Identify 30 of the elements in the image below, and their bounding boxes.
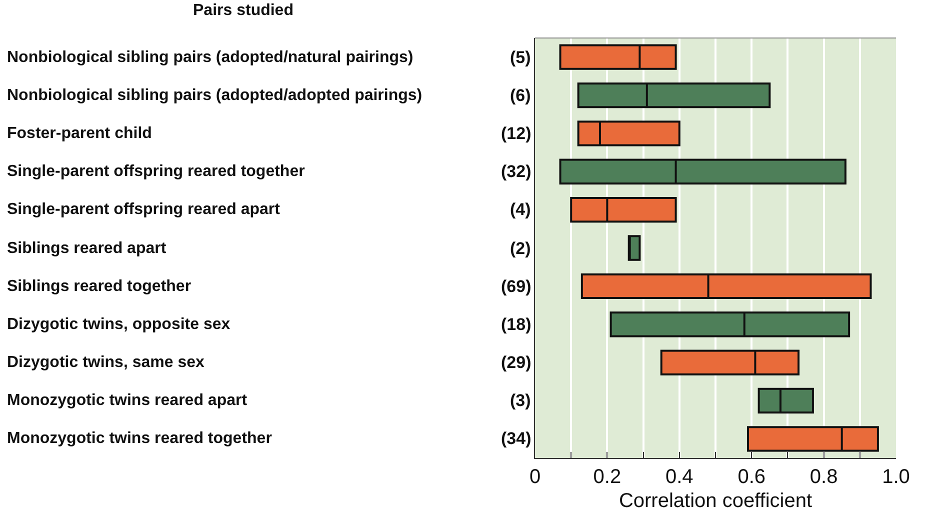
y-tick-label: Dizygotic twins, opposite sex	[7, 316, 230, 333]
y-tick-label: Dizygotic twins, same sex	[7, 354, 205, 371]
text: (2)	[510, 239, 531, 258]
y-tick-label: Siblings reared together	[7, 278, 192, 295]
text: (32)	[501, 162, 532, 181]
x-tick-label: 0.6	[738, 466, 766, 488]
x-tick-label: 0.4	[665, 466, 694, 488]
text: (5)	[510, 48, 531, 67]
text: (29)	[501, 353, 532, 372]
text: (12)	[501, 124, 532, 143]
text: (69)	[501, 277, 532, 296]
x-tick-label: 0.8	[810, 466, 838, 488]
text: (6)	[510, 86, 531, 105]
y-tick-label: Foster-parent child	[7, 125, 152, 142]
x-tick-label: 0	[529, 466, 541, 488]
y-tick-label: Monozygotic twins reared apart	[7, 392, 248, 409]
x-axis-title: Correlation coefficient	[618, 490, 812, 512]
y-tick-label: Nonbiological sibling pairs (adopted/natural pairings)	[7, 49, 414, 66]
y-tick-label: Single-parent offspring reared together	[7, 163, 305, 180]
y-tick-label: Nonbiological sibling pairs (adopted/adopted pairings)	[7, 87, 422, 104]
x-tick-label: 0.2	[593, 466, 622, 488]
text: (18)	[501, 315, 532, 334]
y-tick-label: Monozygotic twins reared together	[7, 430, 272, 447]
y-tick-label: Single-parent offspring reared apart	[7, 201, 281, 218]
text: (3)	[510, 391, 531, 410]
text: (34)	[501, 429, 532, 448]
text: (4)	[510, 200, 531, 219]
text: Pairs studied	[193, 2, 294, 19]
x-tick-label: 1.0	[882, 466, 910, 488]
y-tick-label: Siblings reared apart	[7, 240, 167, 257]
